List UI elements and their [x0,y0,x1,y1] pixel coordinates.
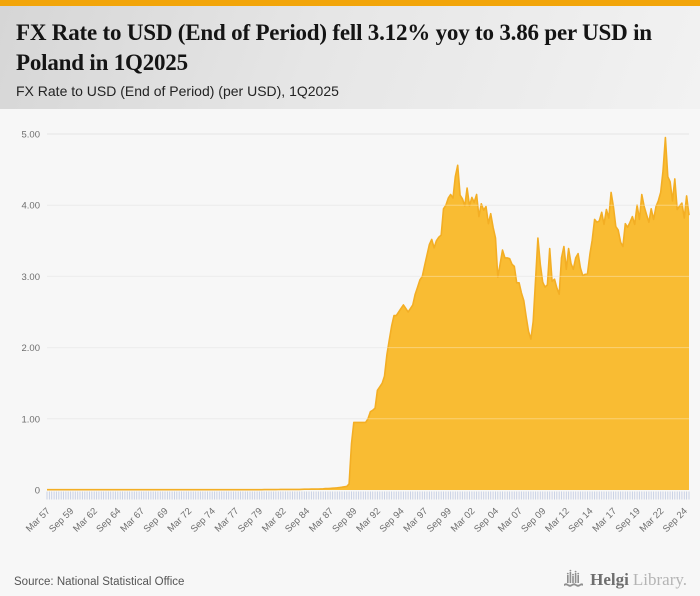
x-tick-label: Sep 24 [661,506,690,535]
x-tick-label: Mar 62 [71,506,100,535]
top-accent-bar [0,0,700,6]
x-tick-label: Mar 72 [166,506,195,535]
source-label: Source: National Statistical Office [14,576,185,588]
x-tick-label: Sep 84 [283,506,312,535]
chart-subtitle: FX Rate to USD (End of Period) (per USD)… [16,83,339,99]
x-tick-label: Mar 92 [354,506,383,535]
x-tick-label: Mar 07 [496,506,525,535]
x-tick-label: Sep 89 [330,506,359,535]
x-tick-label: Mar 57 [24,506,53,535]
x-tick-label: Mar 67 [118,506,147,535]
y-tick-label: 1.00 [22,414,41,425]
chart-footer: Source: National Statistical Office Helg… [0,569,700,588]
y-tick-label: 4.00 [22,201,41,212]
helgi-library-logo: Helgi Library. [562,569,687,588]
x-tick-label: Sep 69 [142,506,171,535]
x-tick-label: Sep 04 [472,506,501,535]
page-title: FX Rate to USD (End of Period) fell 3.12… [16,20,652,75]
x-tick-label: Sep 19 [614,506,643,535]
x-tick-label: Sep 74 [189,506,218,535]
y-axis-labels: 0 1.00 2.00 3.00 4.00 5.00 [22,130,41,497]
y-tick-label: 0 [35,486,40,497]
x-tick-label: Mar 97 [402,506,431,535]
logo-text-library: Library. [632,570,687,589]
x-tick-label: Mar 02 [449,506,478,535]
x-tick-label: Mar 12 [543,506,572,535]
x-tick-label: Mar 22 [638,506,667,535]
chart-area: 0 1.00 2.00 3.00 4.00 5.00 Mar 57 Sep 59 Mar 62 S… [0,109,700,556]
x-tick-label: Mar 17 [590,506,619,535]
x-tick-label: Sep 59 [47,506,76,535]
x-tick-label: Sep 64 [94,506,123,535]
x-tick-label: Sep 14 [566,506,595,535]
chart-header: FX Rate to USD (End of Period) fell 3.12… [0,6,700,109]
logo-text-helgi: Helgi [590,570,629,589]
x-tick-label: Mar 82 [260,506,289,535]
x-tick-label: Mar 87 [307,506,336,535]
helgi-logo-icon [564,569,584,587]
x-tick-label: Sep 99 [425,506,454,535]
fx-rate-line [47,136,690,491]
x-tick-label: Sep 94 [378,506,407,535]
x-axis-ticks [46,491,690,500]
y-tick-label: 2.00 [22,343,41,354]
fx-rate-area-series [47,137,689,490]
y-tick-label: 3.00 [22,272,41,283]
x-tick-label: Mar 77 [213,506,242,535]
y-tick-label: 5.00 [22,130,41,141]
x-tick-label: Sep 79 [236,506,265,535]
gridline-overlay [47,204,689,420]
x-tick-label: Sep 09 [519,506,548,535]
